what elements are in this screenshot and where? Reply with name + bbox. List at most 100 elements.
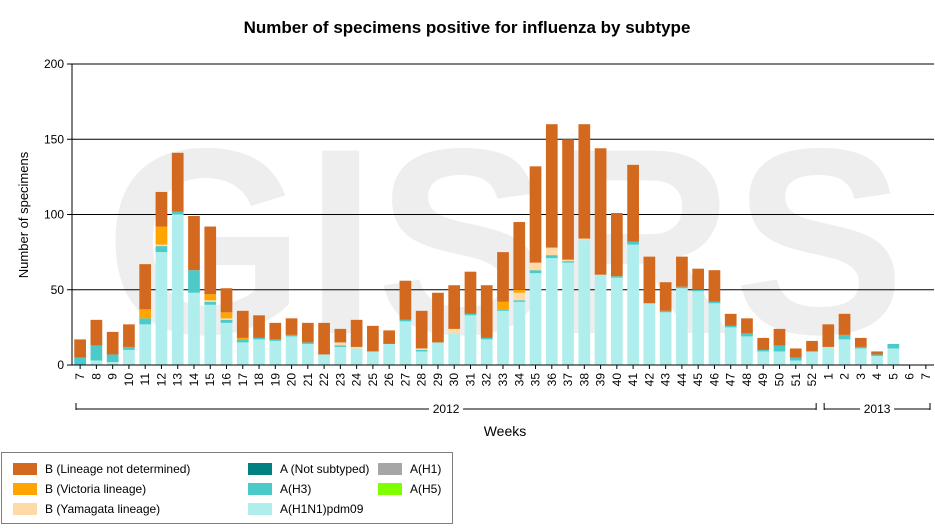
bar-segment — [871, 354, 883, 356]
x-tick-label: 14 — [187, 373, 201, 387]
bar-segment — [594, 274, 607, 365]
x-tick-label: 32 — [480, 373, 494, 387]
bar-segment — [480, 285, 493, 338]
bar-segment — [334, 345, 347, 347]
bar-segment — [464, 313, 477, 316]
bar-segment — [854, 346, 867, 349]
x-tick-label: 16 — [220, 373, 234, 387]
y-tick-label: 200 — [44, 57, 64, 71]
bar-segment — [610, 212, 623, 277]
bar-segment — [448, 328, 461, 334]
x-tick-label: 46 — [707, 373, 721, 387]
legend-label: A(H3) — [280, 482, 312, 496]
bar-segment — [806, 351, 818, 365]
bar-segment — [220, 319, 233, 323]
bar-segment — [513, 300, 526, 302]
bar-segment — [627, 164, 639, 242]
legend-item[interactable]: B (Yamagata lineage) — [13, 502, 160, 516]
bar-segment — [757, 337, 770, 350]
y-axis-label: Number of specimens — [16, 151, 31, 278]
bar-segment — [188, 292, 200, 365]
x-tick-label: 48 — [740, 373, 754, 387]
legend-label: A (Not subtyped) — [280, 462, 370, 476]
legend-item[interactable]: A (Not subtyped) — [248, 462, 369, 476]
legend-item[interactable]: B (Lineage not determined) — [13, 462, 190, 476]
bar-segment — [692, 291, 705, 365]
bar-segment — [659, 310, 672, 313]
bar-segment — [838, 334, 851, 340]
x-tick-label: 37 — [561, 373, 575, 387]
legend-label: B (Victoria lineage) — [45, 482, 147, 496]
legend-item[interactable]: A(H1) — [378, 462, 441, 476]
bar-segment — [578, 240, 591, 365]
bar-segment — [139, 309, 152, 319]
bar-segment — [545, 258, 558, 365]
x-tick-label: 23 — [333, 373, 347, 387]
legend-item[interactable]: A(H5) — [378, 482, 441, 496]
bar-segment — [480, 337, 493, 340]
bar-segment — [415, 348, 428, 350]
x-axis-label: Weeks — [484, 423, 527, 439]
bar-segment — [741, 333, 753, 337]
x-tick-label: 22 — [317, 373, 331, 387]
legend-label: A(H1) — [410, 462, 442, 476]
x-tick-label: 41 — [626, 373, 640, 387]
x-tick-label: 44 — [675, 373, 689, 387]
bar-segment — [269, 340, 282, 365]
bar-segment — [106, 331, 119, 355]
bar-segment — [334, 342, 347, 346]
bar-segment — [513, 289, 526, 293]
x-tick-label: 7 — [919, 373, 933, 380]
bar-segment — [253, 337, 265, 340]
x-tick-label: 26 — [382, 373, 396, 387]
x-tick-label: 47 — [724, 373, 738, 387]
bar-segment — [253, 315, 265, 338]
bar-segment — [301, 343, 314, 365]
bar-segment — [464, 315, 477, 365]
bar-segment — [627, 241, 639, 245]
bar-segment — [236, 310, 249, 338]
bar-segment — [432, 292, 444, 343]
bar-segment — [513, 222, 526, 290]
bar-segment — [123, 349, 135, 365]
x-tick-label: 24 — [350, 373, 364, 387]
bar-segment — [106, 361, 119, 365]
bar-segment — [789, 348, 802, 358]
x-tick-label: 13 — [171, 373, 185, 387]
bar-segment — [204, 300, 217, 302]
legend-item[interactable]: A(H1N1)pdm09 — [248, 502, 363, 516]
legend-item[interactable]: B (Victoria lineage) — [13, 482, 146, 496]
legend-swatch — [378, 463, 402, 475]
bar-segment — [871, 351, 883, 355]
x-tick-label: 52 — [805, 373, 819, 387]
bar-segment — [757, 351, 770, 365]
x-tick-label: 2 — [838, 373, 852, 380]
legend: B (Lineage not determined) B (Victoria li… — [1, 452, 453, 524]
bar-segment — [741, 336, 753, 365]
year-label: 2012 — [433, 402, 460, 416]
bar-segment — [529, 270, 542, 274]
x-tick-label: 20 — [285, 373, 299, 387]
bar-segment — [171, 214, 184, 365]
bar-segment — [854, 337, 867, 347]
bar-segment — [139, 318, 152, 325]
bar-segment — [838, 339, 851, 365]
bar-segment — [724, 327, 737, 365]
bar-segment — [269, 339, 282, 341]
y-tick-label: 0 — [57, 358, 64, 372]
bar-segment — [676, 288, 688, 365]
legend-item[interactable]: A(H3) — [248, 482, 311, 496]
bar-segment — [399, 280, 412, 320]
bar-segment — [692, 289, 705, 292]
x-tick-label: 1 — [821, 373, 835, 380]
x-tick-label: 3 — [854, 373, 868, 380]
y-tick-label: 100 — [44, 208, 64, 222]
bar-segment — [236, 339, 249, 343]
x-tick-label: 29 — [431, 373, 445, 387]
bar-segment — [220, 322, 233, 365]
bar-segment — [562, 262, 574, 365]
bar-segment — [399, 321, 412, 365]
bar-segment — [545, 247, 558, 256]
x-tick-label: 36 — [545, 373, 559, 387]
bar-segment — [269, 322, 282, 340]
